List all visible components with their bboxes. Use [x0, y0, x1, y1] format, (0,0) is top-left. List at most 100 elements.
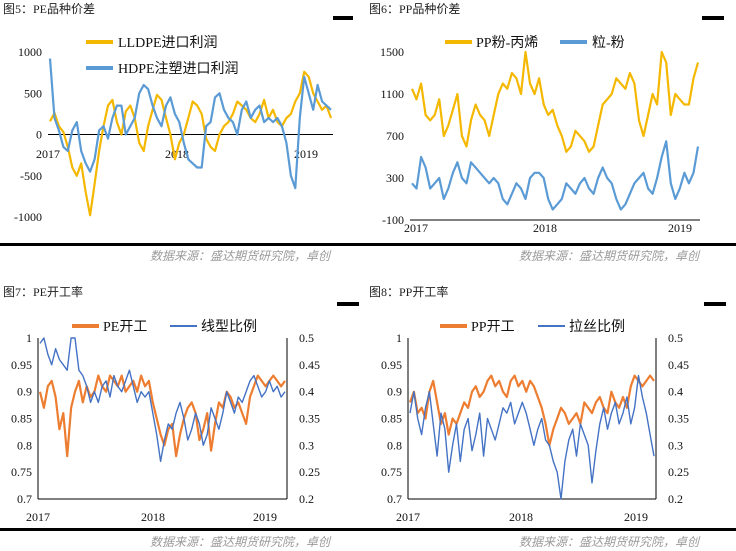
- c4-y2-tick-label: 0.5: [668, 331, 683, 345]
- chart-c2-legend-grain: 粒-粉: [592, 35, 625, 51]
- chart-c2-y-ticks: 1500 1100 700 300 -100: [380, 45, 404, 227]
- c4-y2-tick-label: 0.2: [668, 492, 683, 506]
- c4-y-tick-label: 0.7: [387, 492, 402, 506]
- chart-c1-series: [48, 58, 333, 217]
- c3-y2-tick-label: 0.3: [299, 438, 314, 452]
- row2-left-source: 数据来源：盛达期货研究院，卓创: [150, 535, 332, 549]
- c4-y2-tick-label: 0.45: [668, 358, 689, 372]
- c1-y-tick-label: 500: [24, 86, 42, 100]
- chart-c1-corner-mark: [333, 16, 353, 20]
- c3-series-line-2: [39, 337, 286, 463]
- c3-x-tick-label: 2018: [141, 510, 165, 524]
- c3-x-tick-label: 2017: [26, 510, 50, 524]
- c3-y2-tick-label: 0.25: [299, 465, 320, 479]
- chart-c4-y-ticks: 1 0.95 0.9 0.85 0.8 0.75 0.7: [381, 331, 402, 506]
- c3-x-tick-label: 2019: [253, 510, 277, 524]
- c3-y2-tick-label: 0.45: [299, 358, 320, 372]
- chart-c3-title: 图7：PE开工率: [3, 284, 83, 299]
- c1-y-tick-label: -1000: [14, 210, 42, 224]
- c4-y-tick-label: 0.75: [381, 465, 402, 479]
- c1-series-line-1: [49, 70, 333, 217]
- chart-c3-series: [38, 337, 286, 463]
- chart-c1-y-ticks: 1000 500 0 -500 -1000: [14, 45, 42, 224]
- chart-c4-x-ticks: 2017 2018 2019: [396, 338, 657, 524]
- c4-y2-tick-label: 0.3: [668, 438, 683, 452]
- chart-c1-x-ticks: 2017 2018 2019: [36, 134, 333, 161]
- c3-y2-tick-label: 0.35: [299, 412, 320, 426]
- c3-y-tick-label: 0.7: [17, 492, 32, 506]
- chart-c2-legend: PP粉-丙烯 粒-粉: [445, 35, 625, 51]
- c2-y-tick-label: 700: [386, 129, 404, 143]
- chart-c1-legend-hdpe: HDPE注塑进口利润: [118, 61, 239, 77]
- chart-c4-corner-mark: [704, 302, 726, 306]
- c4-x-tick-label: 2018: [509, 510, 533, 524]
- c3-y-tick-label: 0.95: [11, 358, 32, 372]
- chart-c1: 图5：PE品种价差 1000 500 0 -500 -1000 2017 2018 2019…: [3, 2, 353, 224]
- chart-c2-x-ticks: 2017 2018 2019: [404, 219, 700, 235]
- c1-y-tick-label: 1000: [18, 45, 42, 59]
- c4-x-tick-label: 2019: [624, 510, 648, 524]
- chart-c3: 图7：PE开工率 10.950.90.850.80.750.7 0.50.450…: [3, 284, 359, 524]
- c4-x-tick-label: 2017: [396, 510, 420, 524]
- c4-y-tick-label: 1: [396, 331, 402, 345]
- chart-c3-legend-pe: PE开工: [103, 320, 147, 335]
- chart-c3-legend: PE开工 线型比例: [72, 319, 257, 335]
- chart-c3-legend-linear: 线型比例: [201, 319, 257, 335]
- row2-divider: [0, 528, 736, 531]
- chart-c4-legend-pp: PP开工: [471, 320, 515, 335]
- c3-y-tick-label: 0.8: [17, 438, 32, 452]
- chart-c1-legend-lldpe: LLDPE进口利润: [118, 35, 218, 51]
- chart-c3-y2-ticks: 0.5 0.45 0.4 0.35 0.3 0.25 0.2: [299, 331, 320, 506]
- chart-c2-title: 图6：PP品种价差: [369, 2, 460, 16]
- chart-c2-corner-mark: [702, 16, 724, 20]
- chart-c1-legend: LLDPE进口利润 HDPE注塑进口利润: [86, 35, 239, 77]
- row1-divider: [0, 243, 736, 246]
- chart-c4: 图8：PP开工率 10.950.90.850.80.750.7 0.50.450…: [369, 284, 726, 524]
- c4-y-tick-label: 0.8: [387, 438, 402, 452]
- chart-c4-series: [408, 374, 655, 500]
- row1-left-source: 数据来源：盛达期货研究院，卓创: [150, 249, 332, 263]
- row1-right-source: 数据来源：盛达期货研究院，卓创: [519, 249, 701, 263]
- row2-right-source: 数据来源：盛达期货研究院，卓创: [519, 535, 701, 549]
- c3-y-tick-label: 1: [26, 331, 32, 345]
- c2-x-tick-label: 2017: [404, 221, 428, 235]
- c4-y2-tick-label: 0.35: [668, 412, 689, 426]
- c2-y-tick-label: 300: [386, 171, 404, 185]
- c4-y2-tick-label: 0.4: [668, 385, 683, 399]
- c3-y-tick-label: 0.85: [11, 412, 32, 426]
- chart-c4-legend: PP开工 拉丝比例: [440, 319, 625, 335]
- chart-c3-corner-mark: [337, 302, 359, 306]
- c3-y-tick-label: 0.75: [11, 465, 32, 479]
- chart-c4-legend-drawing: 拉丝比例: [569, 319, 625, 335]
- c3-y2-tick-label: 0.4: [299, 385, 314, 399]
- c1-x-tick-label: 2017: [36, 147, 60, 161]
- c2-y-tick-label: 1100: [380, 87, 404, 101]
- c3-series-line-1: [38, 374, 286, 458]
- c4-y-tick-label: 0.9: [387, 385, 402, 399]
- c2-x-tick-label: 2019: [668, 221, 692, 235]
- chart-c4-y2-ticks: 0.5 0.45 0.4 0.35 0.3 0.25 0.2: [668, 331, 689, 506]
- c2-series-line-2: [411, 140, 700, 211]
- chart-c4-title: 图8：PP开工率: [369, 284, 448, 299]
- chart-c2-legend-pp: PP粉-丙烯: [476, 35, 538, 51]
- c4-y2-tick-label: 0.25: [668, 465, 689, 479]
- c3-y-tick-label: 0.9: [17, 385, 32, 399]
- c3-y2-tick-label: 0.2: [299, 492, 314, 506]
- c2-x-tick-label: 2018: [533, 221, 557, 235]
- c1-y-tick-label: 0: [36, 128, 42, 142]
- chart-c1-title: 图5：PE品种价差: [3, 2, 95, 16]
- c2-y-tick-label: 1500: [380, 45, 404, 59]
- c2-series-line-1: [410, 50, 700, 153]
- c4-y-tick-label: 0.95: [381, 358, 402, 372]
- c3-y2-tick-label: 0.5: [299, 331, 314, 345]
- chart-c2-series: [410, 50, 700, 211]
- c4-y-tick-label: 0.85: [381, 412, 402, 426]
- c2-y-tick-label: -100: [382, 213, 404, 227]
- chart-c3-x-ticks: 2017 2018 2019: [26, 338, 288, 524]
- c4-series-line-1: [408, 374, 655, 447]
- c1-x-tick-label: 2019: [294, 147, 318, 161]
- chart-c3-y-ticks: 1 0.95 0.9 0.85 0.8 0.75 0.7: [11, 331, 32, 506]
- c4-series-line-2: [409, 374, 655, 500]
